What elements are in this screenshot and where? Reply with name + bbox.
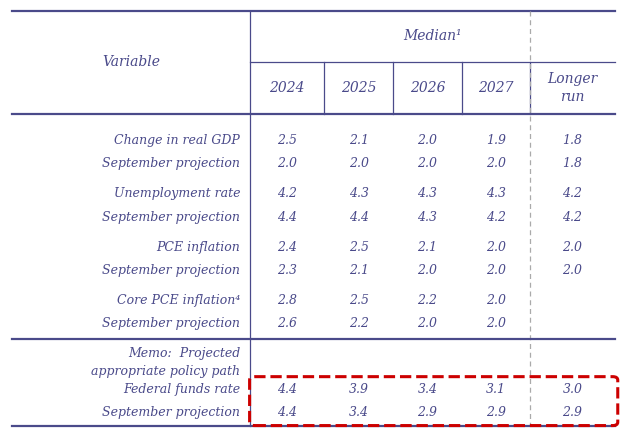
- Text: 4.3: 4.3: [349, 187, 369, 200]
- Text: Longer
run: Longer run: [547, 73, 598, 103]
- Text: September projection: September projection: [86, 264, 240, 277]
- Text: 2.2: 2.2: [349, 317, 369, 330]
- Text: 2.1: 2.1: [417, 241, 437, 254]
- Text: 4.3: 4.3: [417, 211, 437, 224]
- Text: 2.9: 2.9: [562, 406, 583, 419]
- Text: 2.5: 2.5: [349, 241, 369, 254]
- Text: 4.4: 4.4: [349, 211, 369, 224]
- Text: 2027: 2027: [479, 81, 514, 95]
- Text: 2.0: 2.0: [486, 264, 506, 277]
- Text: 4.2: 4.2: [486, 211, 506, 224]
- Text: 4.2: 4.2: [277, 187, 297, 200]
- Text: PCE inflation: PCE inflation: [157, 241, 240, 254]
- Text: 2.0: 2.0: [349, 157, 369, 170]
- Text: 2.0: 2.0: [562, 264, 583, 277]
- Text: Core PCE inflation⁴: Core PCE inflation⁴: [117, 294, 240, 307]
- Text: 1.8: 1.8: [562, 134, 583, 147]
- Text: 2.6: 2.6: [277, 317, 297, 330]
- Text: 2.0: 2.0: [562, 241, 583, 254]
- Text: 3.0: 3.0: [562, 383, 583, 396]
- Text: 2.1: 2.1: [349, 264, 369, 277]
- Text: 3.4: 3.4: [349, 406, 369, 419]
- Text: Unemployment rate: Unemployment rate: [114, 187, 240, 200]
- Text: September projection: September projection: [86, 211, 240, 224]
- Text: 2.0: 2.0: [486, 294, 506, 307]
- Text: 2.0: 2.0: [277, 157, 297, 170]
- Text: 2.0: 2.0: [486, 157, 506, 170]
- Text: 2026: 2026: [410, 81, 445, 95]
- Text: Federal funds rate: Federal funds rate: [123, 383, 240, 396]
- Text: 1.9: 1.9: [486, 134, 506, 147]
- Text: 2.0: 2.0: [417, 157, 437, 170]
- Text: 2024: 2024: [270, 81, 305, 95]
- Text: 2.1: 2.1: [349, 134, 369, 147]
- Text: 1.8: 1.8: [562, 157, 583, 170]
- Text: 3.9: 3.9: [349, 383, 369, 396]
- Text: Change in real GDP: Change in real GDP: [114, 134, 240, 147]
- Text: September projection: September projection: [86, 317, 240, 330]
- Text: 2025: 2025: [341, 81, 376, 95]
- Text: 2.3: 2.3: [277, 264, 297, 277]
- Text: September projection: September projection: [86, 157, 240, 170]
- Text: 3.4: 3.4: [417, 383, 437, 396]
- Text: 2.2: 2.2: [417, 294, 437, 307]
- Text: September projection: September projection: [86, 406, 240, 419]
- Text: 3.1: 3.1: [486, 383, 506, 396]
- Text: Variable: Variable: [102, 55, 160, 69]
- Text: 2.5: 2.5: [277, 134, 297, 147]
- Text: Median¹: Median¹: [403, 30, 461, 43]
- Text: 4.2: 4.2: [562, 187, 583, 200]
- Text: 2.4: 2.4: [277, 241, 297, 254]
- Text: 4.4: 4.4: [277, 211, 297, 224]
- Text: 4.2: 4.2: [562, 211, 583, 224]
- Text: Memo:  Projected
appropriate policy path: Memo: Projected appropriate policy path: [91, 347, 240, 378]
- Text: 4.4: 4.4: [277, 406, 297, 419]
- Text: 2.0: 2.0: [417, 134, 437, 147]
- Text: 4.3: 4.3: [417, 187, 437, 200]
- Text: 2.8: 2.8: [277, 294, 297, 307]
- Text: 2.0: 2.0: [417, 317, 437, 330]
- Text: 4.3: 4.3: [486, 187, 506, 200]
- Text: 4.4: 4.4: [277, 383, 297, 396]
- Text: 2.0: 2.0: [486, 241, 506, 254]
- Text: 2.9: 2.9: [417, 406, 437, 419]
- Text: 2.0: 2.0: [417, 264, 437, 277]
- Text: 2.5: 2.5: [349, 294, 369, 307]
- Text: 2.9: 2.9: [486, 406, 506, 419]
- Text: 2.0: 2.0: [486, 317, 506, 330]
